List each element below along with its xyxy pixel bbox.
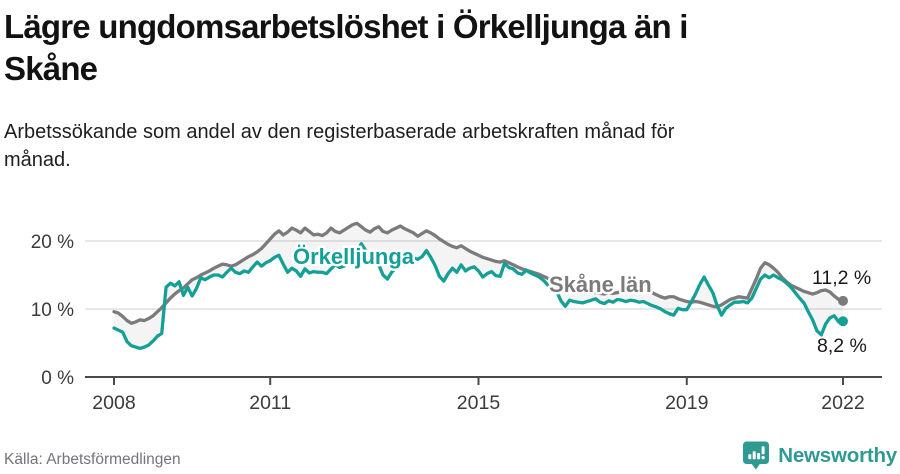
x-axis-tick-label: 2011: [249, 392, 291, 414]
newsworthy-bubble-chart-icon: [743, 441, 770, 470]
series-end-dot-orkelljunga: [837, 316, 848, 327]
series-line-skane-lan: [112, 221, 845, 325]
end-value-label-skane-lan: 11,2 %: [812, 267, 871, 289]
series-line-orkelljunga: [112, 242, 845, 351]
newsworthy-logo: Newsworthy: [742, 441, 897, 471]
series-label-orkelljunga: Örkelljunga: [293, 244, 415, 269]
page-title: Lägre ungdomsarbetslöshet i Örkelljunga …: [4, 6, 896, 90]
chart-subtitle: Arbetssökande som andel av den registerb…: [4, 118, 896, 174]
y-axis-tick-label: 10 %: [31, 300, 74, 321]
x-axis-tick-label: 2022: [821, 392, 864, 414]
y-axis-tick-label: 20 %: [31, 232, 74, 253]
title-line-2: Skåne: [4, 50, 98, 87]
title-line-1: Lägre ungdomsarbetslöshet i Örkelljunga …: [4, 8, 688, 45]
subtitle-line-2: månad.: [4, 149, 71, 171]
series-label-skane-lan: Skåne län: [549, 272, 652, 297]
x-axis-tick-label: 2019: [665, 392, 708, 414]
x-axis-tick-label: 2015: [457, 392, 501, 414]
chart-header: Lägre ungdomsarbetslöshet i Örkelljunga …: [4, 0, 896, 174]
source-note: Källa: Arbetsförmedlingen: [4, 451, 181, 468]
newsworthy-wordmark: Newsworthy: [778, 444, 897, 467]
y-axis-tick-label: 0 %: [41, 368, 74, 389]
x-axis-tick-label: 2008: [92, 392, 135, 414]
subtitle-line-1: Arbetssökande som andel av den registerb…: [4, 121, 675, 143]
series-end-dot-skane-lan: [837, 295, 848, 306]
end-value-label-orkelljunga: 8,2 %: [817, 335, 867, 357]
series-gap-band: [114, 223, 843, 349]
